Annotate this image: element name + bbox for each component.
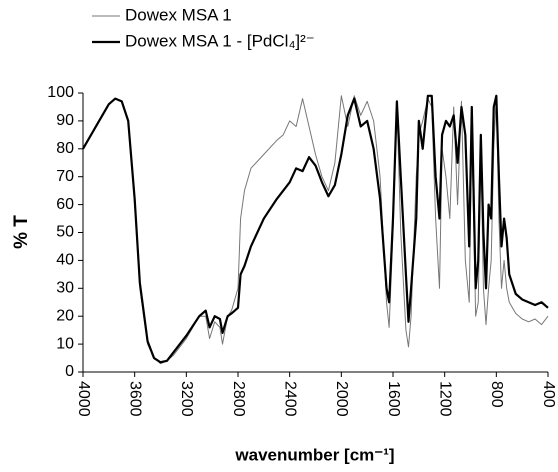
x-tick-label: 2000 (333, 381, 350, 417)
x-tick-label: 400 (540, 381, 557, 408)
x-tick-label: 1600 (385, 381, 402, 417)
x-tick-label: 1200 (436, 381, 453, 417)
y-axis-label: % T (11, 215, 32, 249)
y-tick-label: 30 (56, 280, 74, 297)
y-tick-label: 90 (56, 112, 74, 129)
x-tick-label: 800 (488, 381, 505, 408)
x-tick-label: 4000 (75, 381, 92, 417)
y-tick-label: 40 (56, 252, 74, 269)
y-tick-label: 60 (56, 196, 74, 213)
y-tick-label: 10 (56, 335, 74, 352)
y-tick-label: 80 (56, 140, 74, 157)
series-line (82, 94, 549, 364)
legend-label: Dowex MSA 1 (125, 5, 232, 24)
y-tick-label: 0 (65, 363, 74, 380)
y-tick-label: 20 (56, 307, 74, 324)
x-tick-label: 2800 (230, 381, 247, 417)
x-tick-label: 3600 (126, 381, 143, 417)
x-axis-label: wavenumber [cm⁻¹] (234, 445, 394, 464)
x-tick-label: 2400 (281, 381, 298, 417)
x-tick-label: 3200 (178, 381, 195, 417)
y-tick-label: 100 (47, 84, 74, 101)
legend-label: Dowex MSA 1 - [PdCl₄]²⁻ (125, 31, 315, 50)
y-tick-label: 70 (56, 168, 74, 185)
y-tick-label: 50 (56, 224, 74, 241)
